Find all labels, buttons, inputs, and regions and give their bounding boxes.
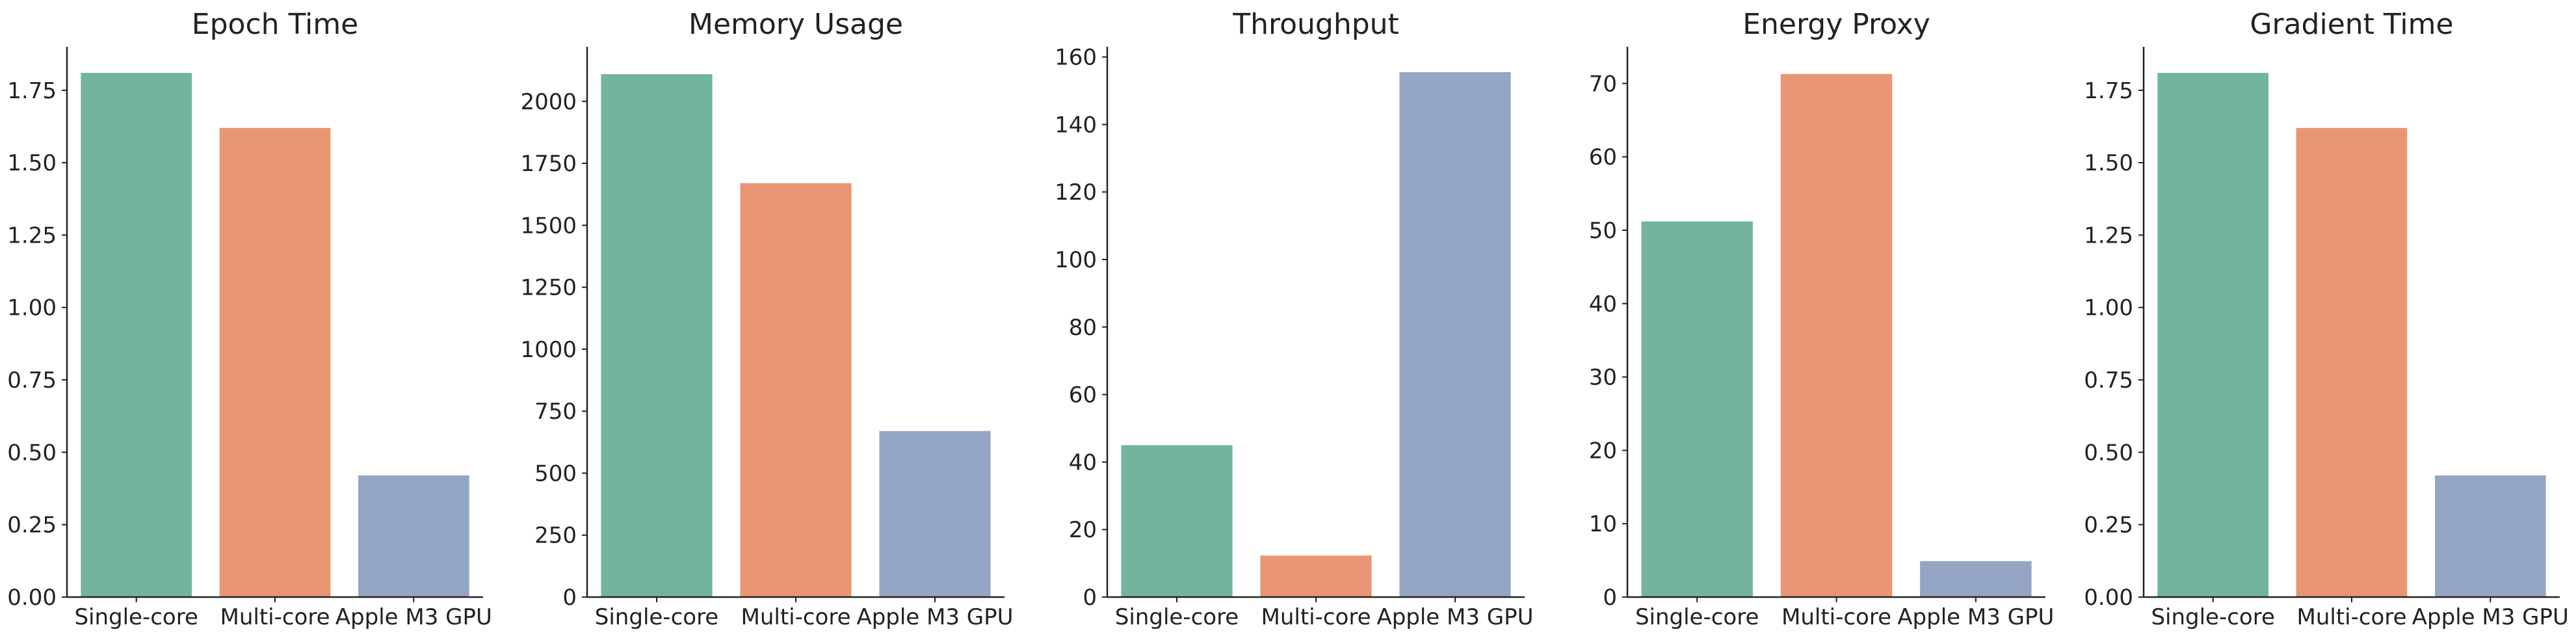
chart-panel-3: Throughput Single-core Multi-core Apple M3 … — [1055, 8, 1533, 630]
y-tick-label: 1.75 — [2084, 78, 2133, 104]
y-tick-label: 140 — [1055, 112, 1097, 138]
y-tick-label: 750 — [534, 399, 577, 425]
y-tick-label: 1750 — [520, 151, 577, 177]
y-tick-label: 1.50 — [7, 150, 57, 176]
bar-apple-m3-gpu — [2435, 475, 2546, 597]
x-tick-label: Single-core — [2151, 604, 2274, 630]
y-tick-label: 0.25 — [7, 513, 57, 539]
x-tick-label: Apple M3 GPU — [2412, 604, 2569, 630]
x-tick-label: Single-core — [1635, 604, 1759, 630]
y-tick-label: 0.25 — [2084, 513, 2133, 539]
y-tick-label: 50 — [1589, 218, 1617, 244]
y-tick-label: 1.00 — [7, 295, 57, 321]
y-tick-label: 100 — [1055, 247, 1097, 273]
y-tick-label: 0.50 — [7, 440, 57, 466]
y-tick-label: 70 — [1589, 71, 1617, 97]
y-tick-label: 80 — [1069, 315, 1097, 341]
y-tick-label: 20 — [1589, 438, 1617, 464]
bar-apple-m3-gpu — [358, 475, 469, 597]
y-tick-label: 0.75 — [7, 367, 57, 393]
chart-title: Memory Usage — [689, 8, 903, 41]
y-tick-label: 0.00 — [2084, 585, 2133, 611]
y-tick-label: 250 — [534, 523, 577, 549]
y-tick-label: 0 — [1083, 585, 1097, 611]
x-tick-label: Multi-core — [741, 604, 850, 630]
chart-panel-1: Epoch Time Single-core Multi-core Apple M3 … — [7, 8, 492, 630]
y-tick-label: 2000 — [520, 89, 577, 115]
y-tick-label: 1.00 — [2084, 295, 2133, 321]
y-tick-label: 500 — [534, 460, 577, 487]
x-tick-label: Multi-core — [1781, 604, 1891, 630]
y-tick-label: 0.75 — [2084, 367, 2133, 393]
bar-apple-m3-gpu — [1399, 72, 1511, 597]
chart-title: Energy Proxy — [1742, 8, 1930, 41]
bar-multi-core — [1780, 73, 1893, 597]
y-tick-label: 1.50 — [2084, 150, 2133, 176]
y-tick-label: 1000 — [520, 337, 577, 363]
x-tick-label: Apple M3 GPU — [1376, 604, 1533, 630]
x-tick-label: Multi-core — [2296, 604, 2406, 630]
bar-single-core — [601, 73, 713, 597]
bar-apple-m3-gpu — [1920, 561, 2032, 597]
x-tick-label: Single-core — [1115, 604, 1239, 630]
chart-panel-4: Energy Proxy Single-core Multi-core Apple M… — [1589, 8, 2055, 630]
y-tick-label: 1.25 — [2084, 222, 2133, 248]
bar-multi-core — [1260, 555, 1372, 597]
x-tick-label: Multi-core — [1261, 604, 1371, 630]
bar-single-core — [2157, 73, 2268, 598]
x-tick-label: Apple M3 GPU — [1897, 604, 2054, 630]
y-tick-label: 1.75 — [7, 78, 57, 104]
bar-multi-core — [219, 127, 331, 597]
y-tick-label: 0 — [1603, 585, 1617, 611]
y-tick-label: 1.25 — [7, 222, 57, 248]
y-tick-label: 40 — [1589, 291, 1617, 317]
chart-title: Epoch Time — [192, 8, 358, 41]
bar-single-core — [1121, 445, 1233, 597]
x-tick-label: Multi-core — [220, 604, 330, 630]
bar-single-core — [1641, 221, 1753, 597]
x-tick-label: Single-core — [595, 604, 718, 630]
bar-single-core — [81, 73, 192, 598]
y-tick-label: 0.00 — [7, 585, 57, 611]
y-tick-label: 20 — [1069, 517, 1097, 543]
chart-title: Throughput — [1232, 8, 1399, 41]
x-tick-label: Single-core — [74, 604, 198, 630]
y-tick-label: 120 — [1055, 180, 1097, 206]
y-tick-label: 30 — [1589, 365, 1617, 391]
bar-multi-core — [2296, 127, 2408, 597]
y-tick-label: 0.50 — [2084, 440, 2133, 466]
bar-apple-m3-gpu — [879, 431, 991, 597]
y-tick-label: 60 — [1589, 144, 1617, 170]
y-tick-label: 160 — [1055, 45, 1097, 71]
chart-title: Gradient Time — [2250, 8, 2453, 41]
y-tick-label: 40 — [1069, 449, 1097, 475]
y-tick-label: 10 — [1589, 511, 1617, 537]
x-tick-label: Apple M3 GPU — [335, 604, 492, 630]
y-tick-label: 1500 — [520, 213, 577, 239]
chart-panel-5: Gradient Time Single-core Multi-core Apple … — [2084, 8, 2569, 630]
y-tick-label: 0 — [562, 585, 577, 611]
y-tick-label: 1250 — [520, 275, 577, 301]
x-tick-label: Apple M3 GPU — [856, 604, 1013, 630]
chart-panel-2: Memory Usage Single-core Multi-core Apple M… — [520, 8, 1013, 630]
bar-multi-core — [740, 183, 852, 597]
y-tick-label: 60 — [1069, 382, 1097, 408]
